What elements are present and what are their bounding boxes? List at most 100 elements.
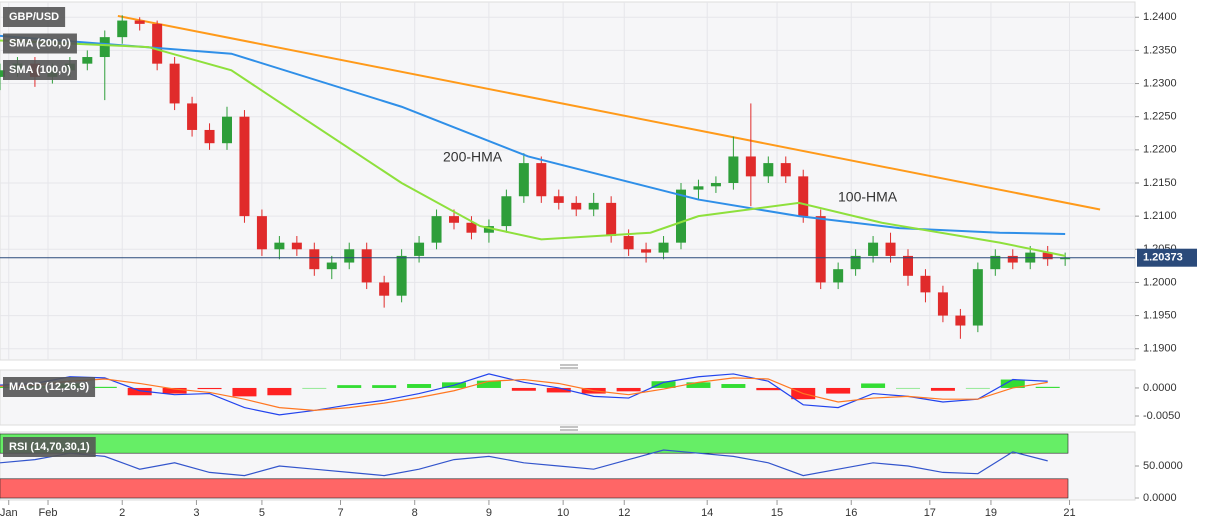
x-tick-label: 8 — [412, 507, 418, 519]
histogram-bar — [546, 387, 571, 393]
candle-body — [885, 242, 896, 256]
rsi-zone — [0, 478, 1069, 499]
histogram-bar — [511, 387, 536, 391]
y-tick-label: 1.2150 — [1143, 177, 1177, 189]
x-tick-label: 7 — [337, 507, 343, 519]
rsi-zone — [0, 433, 1069, 454]
candle-body — [815, 216, 826, 283]
price-panel — [0, 1, 1136, 361]
histogram-bar — [721, 384, 746, 388]
hma-line — [0, 34, 1066, 236]
candle-body — [344, 249, 355, 263]
x-tick-label: 16 — [845, 507, 857, 519]
candle-body — [204, 129, 215, 144]
candle-body — [99, 37, 110, 58]
candle-body — [641, 249, 652, 253]
candle-body — [833, 269, 844, 283]
candle-body — [972, 269, 983, 326]
candle-body — [850, 255, 861, 270]
candle-body — [955, 315, 966, 326]
candle-body — [990, 255, 1001, 270]
legend-box — [3, 437, 96, 457]
candle-body — [239, 116, 250, 217]
candle-body — [571, 202, 582, 210]
rsi-line — [0, 449, 1048, 477]
series-label: 200-HMA — [443, 149, 503, 165]
histogram-bar — [1035, 386, 1060, 388]
x-tick-label: 19 — [985, 507, 997, 519]
legend-label: GBP/USD — [9, 11, 59, 23]
candle-body — [274, 242, 285, 250]
candle-body — [868, 242, 879, 256]
candle-body — [623, 236, 634, 250]
candle-body — [379, 282, 390, 296]
y-tick-label: 50.0000 — [1143, 460, 1183, 472]
candle-body — [798, 176, 809, 217]
candle-body — [1007, 255, 1018, 263]
candle-body — [449, 216, 459, 223]
candle-body — [588, 202, 599, 210]
candle-body — [693, 186, 704, 190]
y-tick-label: 1.1900 — [1143, 343, 1177, 355]
candle-body — [553, 196, 564, 203]
histogram-bar — [1000, 379, 1025, 388]
y-tick-label: 1.2250 — [1143, 111, 1177, 123]
candle-body — [326, 262, 337, 270]
candle-body — [0, 70, 5, 77]
y-tick-label: 0.0000 — [1143, 382, 1177, 394]
candle-body — [256, 216, 267, 250]
candle-body — [780, 163, 791, 177]
candle-body — [134, 20, 145, 24]
candle-body — [1060, 257, 1071, 260]
histogram-bar — [302, 387, 327, 389]
candle-body — [763, 163, 774, 177]
candle-body — [396, 255, 407, 296]
candle-body — [309, 249, 320, 270]
legend-box — [3, 377, 96, 397]
macd-line — [0, 373, 1048, 416]
y-tick-label: 1.1950 — [1143, 309, 1177, 321]
candle-body — [466, 222, 477, 233]
legend-label: SMA (100,0) — [9, 64, 71, 76]
last-price-box — [1137, 248, 1197, 267]
x-tick-label: 14 — [701, 507, 713, 519]
candle-body — [658, 242, 669, 253]
candle-body — [518, 163, 529, 197]
histogram-bar — [407, 384, 432, 388]
candle-body — [501, 196, 512, 227]
trendline — [117, 14, 1101, 211]
candle-body — [414, 242, 425, 256]
x-tick-label: 2 — [119, 507, 125, 519]
candle-body — [937, 292, 948, 316]
candle-body — [1042, 252, 1053, 260]
y-tick-label: -0.0050 — [1143, 410, 1180, 422]
histogram-bar — [756, 387, 781, 391]
candle-body — [82, 57, 93, 64]
legend-label: RSI (14,70,30,1) — [9, 441, 90, 453]
histogram-bar — [92, 386, 117, 388]
x-tick-label: 3 — [193, 507, 199, 519]
candle-body — [920, 275, 931, 293]
x-tick-label: 5 — [259, 507, 265, 519]
histogram-bar — [616, 387, 641, 392]
legend-label: MACD (12,26,9) — [9, 381, 89, 393]
histogram-bar — [232, 387, 257, 397]
histogram-bar — [826, 387, 851, 394]
y-tick-label: 1.2000 — [1143, 276, 1177, 288]
histogram-bar — [127, 387, 152, 396]
hma-line — [0, 39, 1066, 257]
legend-box — [3, 33, 77, 54]
candle-body — [169, 63, 180, 104]
x-tick-label: Feb — [39, 507, 58, 519]
x-tick-label: 10 — [557, 507, 569, 519]
last-price-label: 1.20373 — [1143, 252, 1183, 264]
histogram-bar — [861, 383, 886, 388]
candle-body — [222, 116, 232, 144]
panel-grip[interactable] — [560, 364, 578, 431]
histogram-bar — [337, 385, 362, 388]
candle-body — [745, 156, 756, 177]
candle-body — [291, 242, 302, 250]
x-tick-label: 17 — [924, 507, 936, 519]
candle-body — [903, 255, 913, 276]
